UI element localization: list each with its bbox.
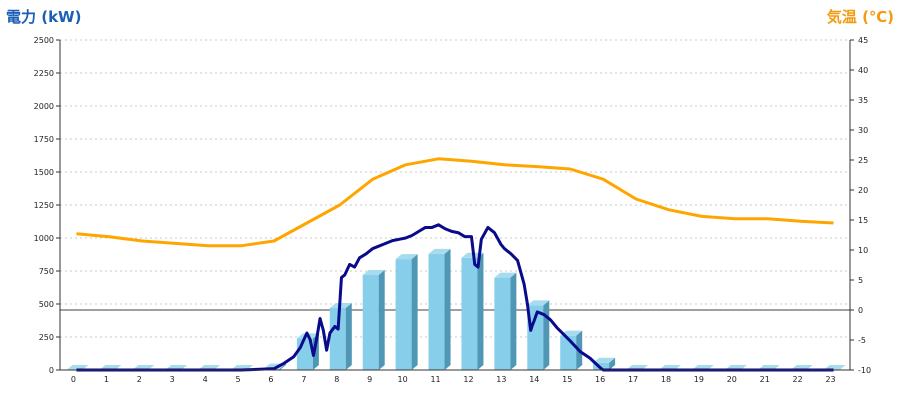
- left-tick-label: 1500: [34, 168, 54, 177]
- x-tick-label: 15: [562, 375, 572, 384]
- left-tick-label: 0: [49, 366, 54, 375]
- left-tick-label: 2000: [34, 102, 54, 111]
- x-tick-label: 14: [529, 375, 539, 384]
- right-tick-label: -5: [858, 336, 866, 345]
- left-axis-unit-label: 電力 (kW): [6, 8, 82, 26]
- bar: [527, 305, 544, 370]
- bar-top: [395, 254, 418, 260]
- x-tick-label: 5: [235, 375, 240, 384]
- x-tick-label: 16: [595, 375, 605, 384]
- left-tick-label: 1750: [34, 135, 54, 144]
- bar: [395, 259, 412, 370]
- x-tick-label: 6: [268, 375, 273, 384]
- bar-side: [477, 252, 484, 370]
- x-tick-label: 0: [71, 375, 76, 384]
- x-tick-label: 11: [430, 375, 440, 384]
- power-line: [76, 223, 834, 372]
- bar-top: [593, 357, 616, 363]
- x-tick-label: 10: [398, 375, 408, 384]
- right-tick-label: 30: [858, 126, 868, 135]
- bar: [461, 257, 478, 370]
- x-tick-label: 1: [104, 375, 109, 384]
- bar-top: [362, 269, 385, 275]
- bar-side: [444, 248, 451, 370]
- left-tick-label: 500: [39, 300, 54, 309]
- bar: [494, 277, 511, 370]
- bar-side: [279, 363, 286, 370]
- bar-side: [543, 300, 550, 370]
- x-tick-label: 4: [203, 375, 208, 384]
- left-tick-label: 750: [39, 267, 54, 276]
- right-tick-label: -10: [858, 366, 871, 375]
- bar-side: [510, 272, 517, 370]
- bar: [593, 362, 610, 370]
- right-tick-label: 40: [858, 66, 868, 75]
- x-tick-label: 17: [628, 375, 638, 384]
- bar: [428, 253, 445, 370]
- bar: [362, 274, 379, 370]
- left-tick-label: 250: [39, 333, 54, 342]
- bar-side: [411, 254, 418, 370]
- bar-side: [345, 302, 352, 370]
- x-tick-label: 9: [367, 375, 372, 384]
- x-tick-label: 2: [137, 375, 142, 384]
- left-tick-label: 2250: [34, 69, 54, 78]
- x-tick-label: 19: [694, 375, 704, 384]
- left-tick-label: 2500: [34, 36, 54, 45]
- right-tick-label: 15: [858, 216, 868, 225]
- x-tick-label: 12: [463, 375, 473, 384]
- right-axis-unit-label: 気温 (℃): [826, 8, 894, 26]
- temperature-line: [76, 157, 834, 248]
- bar-side: [609, 357, 616, 370]
- bar-top: [527, 300, 550, 306]
- x-tick-label: 22: [793, 375, 803, 384]
- x-tick-label: 20: [727, 375, 737, 384]
- right-tick-label: 45: [858, 36, 868, 45]
- x-tick-label: 23: [825, 375, 835, 384]
- right-tick-label: 10: [858, 246, 868, 255]
- right-tick-label: 35: [858, 96, 868, 105]
- right-tick-label: 25: [858, 156, 868, 165]
- x-tick-label: 7: [301, 375, 306, 384]
- bar: [329, 307, 346, 370]
- x-tick-label: 21: [760, 375, 770, 384]
- x-tick-label: 3: [170, 375, 175, 384]
- x-tick-label: 8: [334, 375, 339, 384]
- left-tick-label: 1000: [34, 234, 54, 243]
- right-tick-label: 5: [858, 276, 863, 285]
- bar-side: [378, 269, 385, 370]
- left-tick-label: 1250: [34, 201, 54, 210]
- bar-top: [428, 248, 451, 254]
- x-tick-label: 18: [661, 375, 671, 384]
- right-tick-label: 20: [858, 186, 868, 195]
- x-tick-label: 13: [496, 375, 506, 384]
- bar-top: [494, 272, 517, 278]
- right-tick-label: 0: [858, 306, 863, 315]
